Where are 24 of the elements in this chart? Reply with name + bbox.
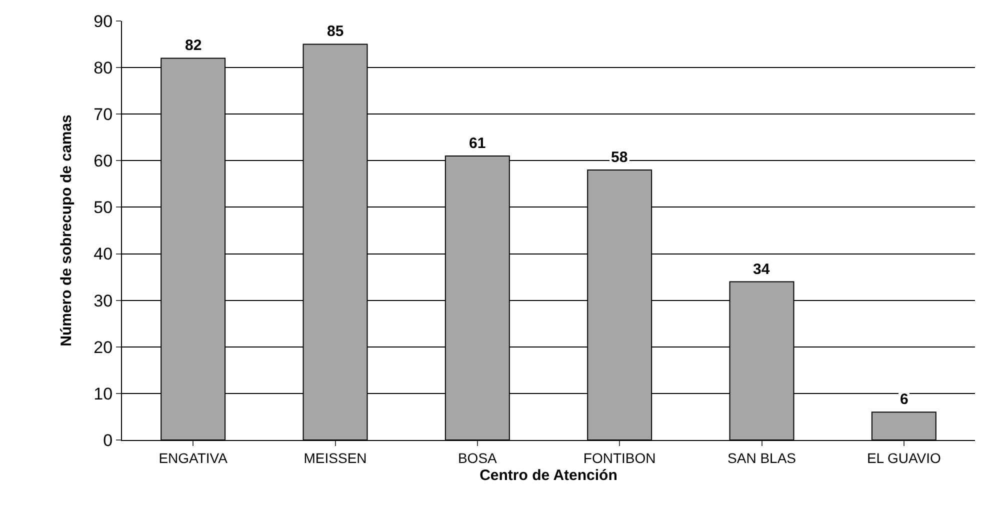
data-label: 82: [185, 37, 202, 54]
x-tick-label: MEISSEN: [304, 450, 367, 466]
x-tick-label: EL GUAVIO: [866, 450, 941, 466]
x-tick-label: FONTIBON: [583, 450, 656, 466]
y-tick-label: 10: [94, 384, 113, 404]
y-axis-title: Número de sobrecupo de camas: [58, 114, 75, 346]
y-tick-label: 50: [94, 198, 113, 218]
y-tick-label: 60: [94, 152, 113, 171]
y-tick-label: 70: [94, 105, 113, 124]
y-tick-label: 80: [94, 58, 113, 78]
x-tick-label: ENGATIVA: [158, 450, 228, 466]
x-axis-title: Centro de Atención: [480, 466, 618, 484]
data-label: 34: [753, 261, 770, 278]
y-tick-label: 40: [94, 244, 113, 264]
data-label: 58: [611, 149, 628, 166]
data-label: 61: [469, 135, 486, 152]
y-tick-label: 30: [94, 291, 113, 310]
x-tick-label: BOSA: [458, 450, 498, 466]
y-tick-label: 90: [94, 12, 113, 31]
x-tick-label: SAN BLAS: [728, 450, 796, 466]
data-label: 85: [327, 23, 344, 40]
y-tick-label: 20: [94, 338, 113, 357]
y-tick-label: 0: [103, 430, 113, 450]
data-label: 6: [900, 391, 908, 408]
